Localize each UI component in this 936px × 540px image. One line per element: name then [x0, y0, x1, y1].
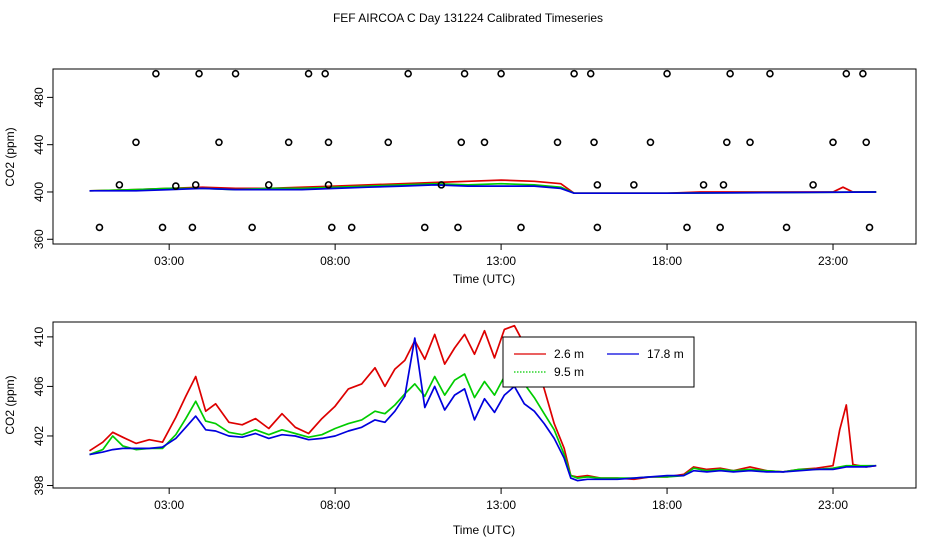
circle-marker — [132, 138, 140, 147]
circle-marker — [384, 138, 393, 147]
circle-marker — [726, 69, 734, 78]
y-tick-label: 360 — [32, 229, 46, 249]
x-tick-label: 03:00 — [154, 498, 184, 512]
x-tick-label: 13:00 — [486, 254, 516, 268]
circle-marker — [699, 181, 708, 189]
top-series — [89, 179, 877, 195]
circle-marker — [284, 138, 293, 147]
bottom-series — [89, 324, 877, 482]
circle-marker — [328, 223, 336, 232]
legend-label-17-8m: 17.8 m — [647, 347, 684, 361]
bottom-y-label: CO2 (ppm) — [3, 375, 17, 434]
bottom-plot-frame — [52, 321, 917, 489]
circle-marker — [188, 223, 197, 232]
circle-marker — [723, 138, 731, 147]
top-circle-markers — [95, 69, 874, 232]
circle-marker — [437, 181, 446, 189]
circle-marker — [716, 223, 724, 232]
circle-marker — [457, 138, 466, 147]
circle-marker — [321, 69, 329, 78]
circle-marker — [231, 69, 240, 78]
x-tick-label: 08:00 — [320, 498, 350, 512]
y-tick-label: 480 — [32, 87, 46, 107]
top-x-axis: 03:00 08:00 13:00 18:00 23:00 — [154, 244, 848, 268]
x-tick-label: 23:00 — [818, 254, 848, 268]
circle-marker — [865, 223, 874, 232]
circle-marker — [304, 69, 313, 78]
x-tick-label: 18:00 — [652, 254, 682, 268]
circle-marker — [264, 181, 273, 189]
bottom-panel: 03:00 08:00 13:00 18:00 23:00 398 402 406 410 T… — [3, 321, 917, 537]
circle-marker — [215, 138, 223, 147]
circle-marker — [766, 69, 774, 78]
top-plot-frame — [52, 68, 917, 245]
y-tick-label: 406 — [32, 376, 46, 396]
legend: 2.6 m 9.5 m 17.8 m — [502, 336, 695, 388]
circle-marker — [324, 181, 333, 189]
circle-marker — [115, 181, 124, 189]
circle-marker — [347, 223, 356, 232]
bottom-y-axis: 398 402 406 410 — [32, 327, 53, 496]
circle-marker — [324, 138, 333, 147]
circle-marker — [172, 182, 180, 190]
series-line-9-5-m — [89, 368, 877, 479]
series-line-17-8-m — [89, 337, 877, 482]
circle-marker — [809, 181, 817, 189]
circle-marker — [663, 69, 671, 78]
top-y-axis: 360 400 440 480 — [32, 87, 53, 249]
circle-marker — [593, 223, 602, 232]
y-tick-label: 402 — [32, 426, 46, 446]
top-panel: 03:00 08:00 13:00 18:00 23:00 360 400 440 480 T… — [3, 68, 917, 286]
circle-marker — [95, 223, 104, 232]
x-tick-label: 23:00 — [818, 498, 848, 512]
circle-marker — [782, 223, 791, 232]
circle-marker — [746, 138, 754, 147]
circle-marker — [859, 69, 867, 78]
y-tick-label: 440 — [32, 134, 46, 154]
circle-marker — [152, 69, 160, 78]
legend-label-9-5m: 9.5 m — [554, 365, 584, 379]
circle-marker — [420, 223, 429, 232]
circle-marker — [593, 181, 602, 189]
circle-marker — [195, 69, 203, 78]
circle-marker — [497, 69, 505, 78]
legend-box — [502, 336, 695, 388]
circle-marker — [248, 223, 256, 232]
circle-marker — [719, 181, 728, 189]
legend-label-2-6m: 2.6 m — [554, 347, 584, 361]
circle-marker — [570, 69, 578, 78]
circle-marker — [553, 138, 562, 147]
circle-marker — [517, 223, 525, 232]
circle-marker — [158, 223, 167, 232]
circle-marker — [646, 138, 655, 147]
circle-marker — [460, 69, 469, 78]
circle-marker — [454, 223, 462, 232]
circle-marker — [191, 181, 200, 189]
bottom-x-label: Time (UTC) — [453, 523, 515, 537]
y-tick-label: 398 — [32, 475, 46, 495]
x-tick-label: 18:00 — [652, 498, 682, 512]
bottom-x-axis: 03:00 08:00 13:00 18:00 23:00 — [154, 488, 848, 512]
series-line-17-8-m — [89, 184, 877, 195]
x-tick-label: 03:00 — [154, 254, 184, 268]
circle-marker — [842, 69, 851, 78]
y-tick-label: 400 — [32, 182, 46, 202]
circle-marker — [829, 138, 837, 147]
circle-marker — [630, 181, 638, 189]
page-title: FEF AIRCOA C Day 131224 Calibrated Times… — [333, 11, 603, 25]
circle-marker — [862, 138, 871, 147]
circle-marker — [683, 223, 691, 232]
circle-marker — [590, 138, 598, 147]
top-x-label: Time (UTC) — [453, 272, 515, 286]
circle-marker — [480, 138, 489, 147]
circle-marker — [586, 69, 595, 78]
top-y-label: CO2 (ppm) — [3, 127, 17, 186]
circle-marker — [404, 69, 412, 78]
y-tick-label: 410 — [32, 327, 46, 347]
x-tick-label: 08:00 — [320, 254, 350, 268]
x-tick-label: 13:00 — [486, 498, 516, 512]
